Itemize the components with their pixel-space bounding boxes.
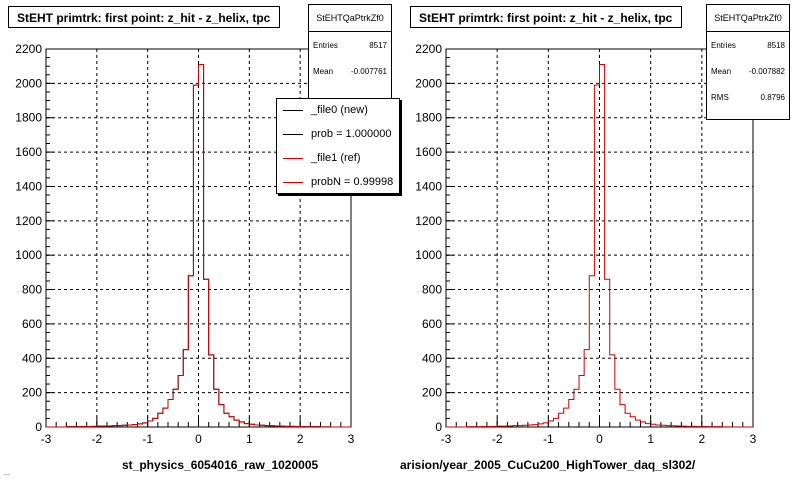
legend-entry-prob: prob = 1.000000 [277,123,391,145]
left-stats-mean-label: Mean [313,66,334,76]
legend-label-prob: prob = 1.000000 [311,128,392,140]
right-stats-mean-label: Mean [711,66,732,76]
right-ytick-label: 400 [422,351,442,365]
right-ytick-label: 600 [422,317,442,331]
left-stats-entries-label: Entries [313,40,338,50]
right-ytick-label: 1800 [415,111,442,125]
left-xtick-label: -1 [142,432,153,446]
left-ytick-label: 2200 [15,42,42,56]
right-ytick-label: 1200 [415,214,442,228]
right-xtick-label: -2 [492,432,503,446]
right-xtick-label: -3 [441,432,452,446]
left-ytick-label: 1600 [15,145,42,159]
right-stats-rms-row: RMS 0.8796 [707,84,789,110]
right-xtick-label: 1 [647,432,654,446]
right-stats-name: StEHTQaPtrkZf0 [707,5,789,32]
left-ytick-label: 2000 [15,76,42,90]
legend-entry-file1: _file1 (ref) [277,147,361,169]
right-ytick-label: 1000 [415,248,442,262]
right-ytick-label: 0 [435,420,442,434]
legend-entry-file0: _file0 (new) [277,99,368,121]
left-legend: _file0 (new) prob = 1.000000 _file1 (ref… [276,98,400,194]
right-xtick-label: 0 [596,432,603,446]
footer-note: ... [4,470,10,477]
left-ytick-label: 1200 [15,214,42,228]
right-ytick-label: 800 [422,283,442,297]
left-ytick-label: 1000 [15,248,42,262]
right-ytick-label: 1600 [415,145,442,159]
left-stats-mean-value: -0.007761 [350,66,387,76]
left-xtick-label: 3 [348,432,355,446]
right-histogram: 0 200 400 600 800 1000 1200 1400 1600 1800 2000 220… [415,42,757,446]
left-x-axis-title: st_physics_6054016_raw_1020005 [122,458,319,472]
left-ytick-label: 600 [22,317,42,331]
left-ytick-label: 1800 [15,111,42,125]
right-stats-rms-label: RMS [711,92,729,102]
legend-label-file1: _file1 (ref) [311,152,361,164]
left-xtick-label: 1 [246,432,253,446]
right-plot-title: StEHT primtrk: first point: z_hit - z_he… [410,6,682,28]
legend-line-probN [283,181,303,183]
left-xtick-label: 2 [297,432,304,446]
right-stats-box: StEHTQaPtrkZf0 Entries 8518 Mean -0.0078… [706,4,790,120]
left-ytick-label: 800 [22,283,42,297]
left-series-1 [46,63,351,428]
right-xtick-label: -1 [543,432,554,446]
right-stats-entries-label: Entries [711,40,736,50]
left-stats-entries-row: Entries 8517 [309,32,391,58]
right-ytick-label: 2200 [415,42,442,56]
right-xtick-label: 3 [750,432,757,446]
right-plot-panel: 0 200 400 600 800 1000 1200 1400 1600 1800 2000 220… [400,0,800,480]
left-histogram: 0 200 400 600 800 1000 1200 1400 1600 1800 2000 220… [15,42,355,446]
right-stats-entries-row: Entries 8518 [707,32,789,58]
right-ytick-label: 1400 [415,179,442,193]
left-xtick-label: 0 [195,432,202,446]
left-plot-title: StEHT primtrk: first point: z_hit - z_he… [8,6,280,28]
left-ytick-label: 200 [22,386,42,400]
left-xtick-label: -2 [91,432,102,446]
right-ytick-label: 2000 [415,76,442,90]
right-stats-mean-value: -0.007882 [748,66,785,76]
right-ytick-label: 200 [422,386,442,400]
left-plot-panel: 0 200 400 600 800 1000 1200 1400 1600 1800 2000 220… [8,4,400,472]
legend-line-file1 [283,157,303,159]
right-xtick-label: 2 [698,432,705,446]
right-stats-mean-row: Mean -0.007882 [707,58,789,84]
legend-label-probN: probN = 0.99998 [311,176,394,188]
right-stats-rms-value: 0.8796 [760,92,785,102]
left-xtick-label: -3 [41,432,52,446]
left-ytick-label: 400 [22,351,42,365]
legend-entry-probN: probN = 0.99998 [277,171,393,193]
legend-label-file0: _file0 (new) [311,104,368,116]
legend-line-prob [283,133,303,135]
right-stats-entries-value: 8518 [767,40,785,50]
right-x-axis-title: arision/year_2005_CuCu200_HighTower_daq_… [400,458,696,472]
left-stats-box: StEHTQaPtrkZf0 Entries 8517 Mean -0.0077… [308,4,392,116]
legend-line-file0 [283,109,303,111]
right-series-0 [446,63,753,428]
left-stats-name: StEHTQaPtrkZf0 [309,5,391,32]
left-stats-mean-row: Mean -0.007761 [309,58,391,84]
left-ytick-label: 0 [35,420,42,434]
left-stats-entries-value: 8517 [369,40,387,50]
left-ytick-label: 1400 [15,179,42,193]
